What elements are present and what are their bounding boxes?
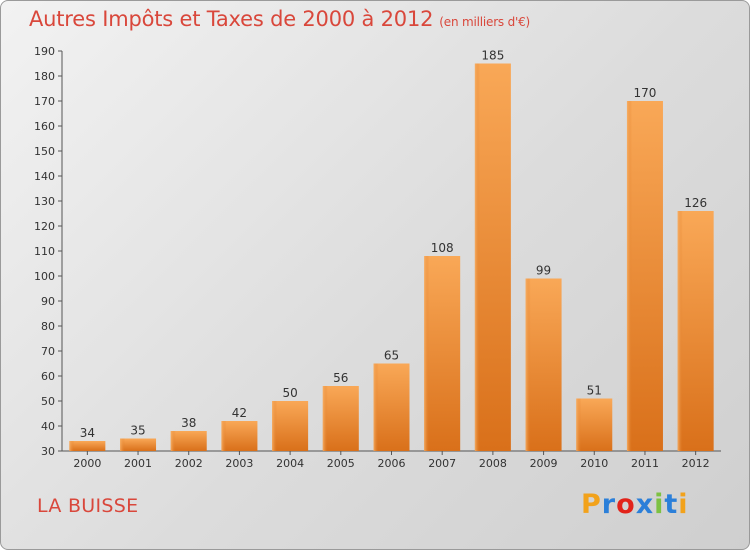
- bar-highlight: [576, 398, 582, 451]
- x-tick-label: 2002: [175, 457, 203, 470]
- y-tick-label: 160: [34, 120, 55, 133]
- y-tick-label: 30: [41, 445, 55, 458]
- x-tick-label: 2008: [479, 457, 507, 470]
- bar-highlight: [69, 441, 75, 451]
- bar-highlight: [170, 431, 176, 451]
- logo-letter: r: [601, 489, 617, 520]
- y-tick-label: 70: [41, 345, 55, 358]
- y-tick-label: 80: [41, 320, 55, 333]
- x-tick-label: 2012: [682, 457, 710, 470]
- x-tick-label: 2001: [124, 457, 152, 470]
- bar-value-label: 56: [333, 371, 348, 385]
- bar-value-label: 108: [431, 241, 454, 255]
- bar: [626, 101, 663, 451]
- place-name: LA BUISSE: [37, 495, 139, 517]
- x-tick-label: 2005: [327, 457, 355, 470]
- y-tick-label: 110: [34, 245, 55, 258]
- bar: [322, 386, 359, 451]
- bar: [221, 421, 258, 451]
- bar-highlight: [120, 438, 126, 451]
- bar-highlight: [525, 278, 531, 451]
- y-tick-label: 60: [41, 370, 55, 383]
- bar-highlight: [424, 256, 430, 451]
- logo-letter: x: [635, 489, 655, 520]
- bar: [373, 363, 410, 451]
- logo-letter: o: [616, 489, 636, 520]
- proxiti-logo: Proxiti: [581, 489, 689, 520]
- y-tick-label: 120: [34, 220, 55, 233]
- bar-highlight: [221, 421, 227, 451]
- x-tick-label: 2000: [73, 457, 101, 470]
- bar-value-label: 170: [634, 86, 657, 100]
- chart-unit: (en milliers d'€): [439, 15, 531, 29]
- bar-value-label: 65: [384, 349, 399, 363]
- logo-letter: i: [654, 489, 665, 520]
- x-tick-label: 2011: [631, 457, 659, 470]
- bar-highlight: [272, 401, 278, 451]
- x-tick-label: 2006: [378, 457, 406, 470]
- logo-letter: P: [581, 489, 602, 520]
- y-tick-label: 50: [41, 395, 55, 408]
- bar-highlight: [626, 101, 632, 451]
- x-tick-label: 2009: [530, 457, 558, 470]
- bar: [576, 398, 613, 451]
- axes: 30 40 50 60 70 80 90 100 110 120 130 140 150 160 170 18…: [34, 45, 721, 470]
- y-tick-label: 130: [34, 195, 55, 208]
- bar-highlight: [474, 63, 480, 451]
- bar: [272, 401, 309, 451]
- logo-letter: t: [664, 489, 679, 520]
- bar: [170, 431, 207, 451]
- bar-value-label: 126: [684, 196, 707, 210]
- chart-title: Autres Impôts et Taxes de 2000 à 2012 (en…: [29, 7, 530, 31]
- y-tick-label: 140: [34, 170, 55, 183]
- bar-value-label: 38: [181, 416, 196, 430]
- logo-letter: i: [678, 489, 689, 520]
- bar: [525, 278, 562, 451]
- x-tick-label: 2004: [276, 457, 304, 470]
- value-labels: 34 35 38 42 50 56 65 108 185 99 51 170 126: [80, 49, 707, 441]
- chart-title-text: Autres Impôts et Taxes de 2000 à 2012: [29, 7, 434, 31]
- y-tick-label: 40: [41, 420, 55, 433]
- y-tick-label: 170: [34, 95, 55, 108]
- bar-value-label: 42: [232, 406, 247, 420]
- bar-highlight: [322, 386, 328, 451]
- bar-value-label: 35: [130, 424, 145, 438]
- bar-value-label: 51: [587, 384, 602, 398]
- bar-highlight: [677, 211, 683, 451]
- bar: [120, 438, 157, 451]
- y-tick-label: 150: [34, 145, 55, 158]
- x-tick-label: 2003: [225, 457, 253, 470]
- bar: [69, 441, 106, 451]
- bar-value-label: 50: [282, 386, 297, 400]
- y-tick-label: 90: [41, 295, 55, 308]
- bars: [69, 63, 714, 451]
- x-tick-label: 2010: [580, 457, 608, 470]
- bar: [424, 256, 461, 451]
- bar-value-label: 34: [80, 426, 95, 440]
- bar: [677, 211, 714, 451]
- bar-highlight: [373, 363, 379, 451]
- bar: [474, 63, 511, 451]
- bar-value-label: 185: [481, 49, 504, 63]
- bar-value-label: 99: [536, 264, 551, 278]
- y-tick-label: 180: [34, 70, 55, 83]
- y-tick-label: 100: [34, 270, 55, 283]
- x-tick-label: 2007: [428, 457, 456, 470]
- y-tick-label: 190: [34, 45, 55, 58]
